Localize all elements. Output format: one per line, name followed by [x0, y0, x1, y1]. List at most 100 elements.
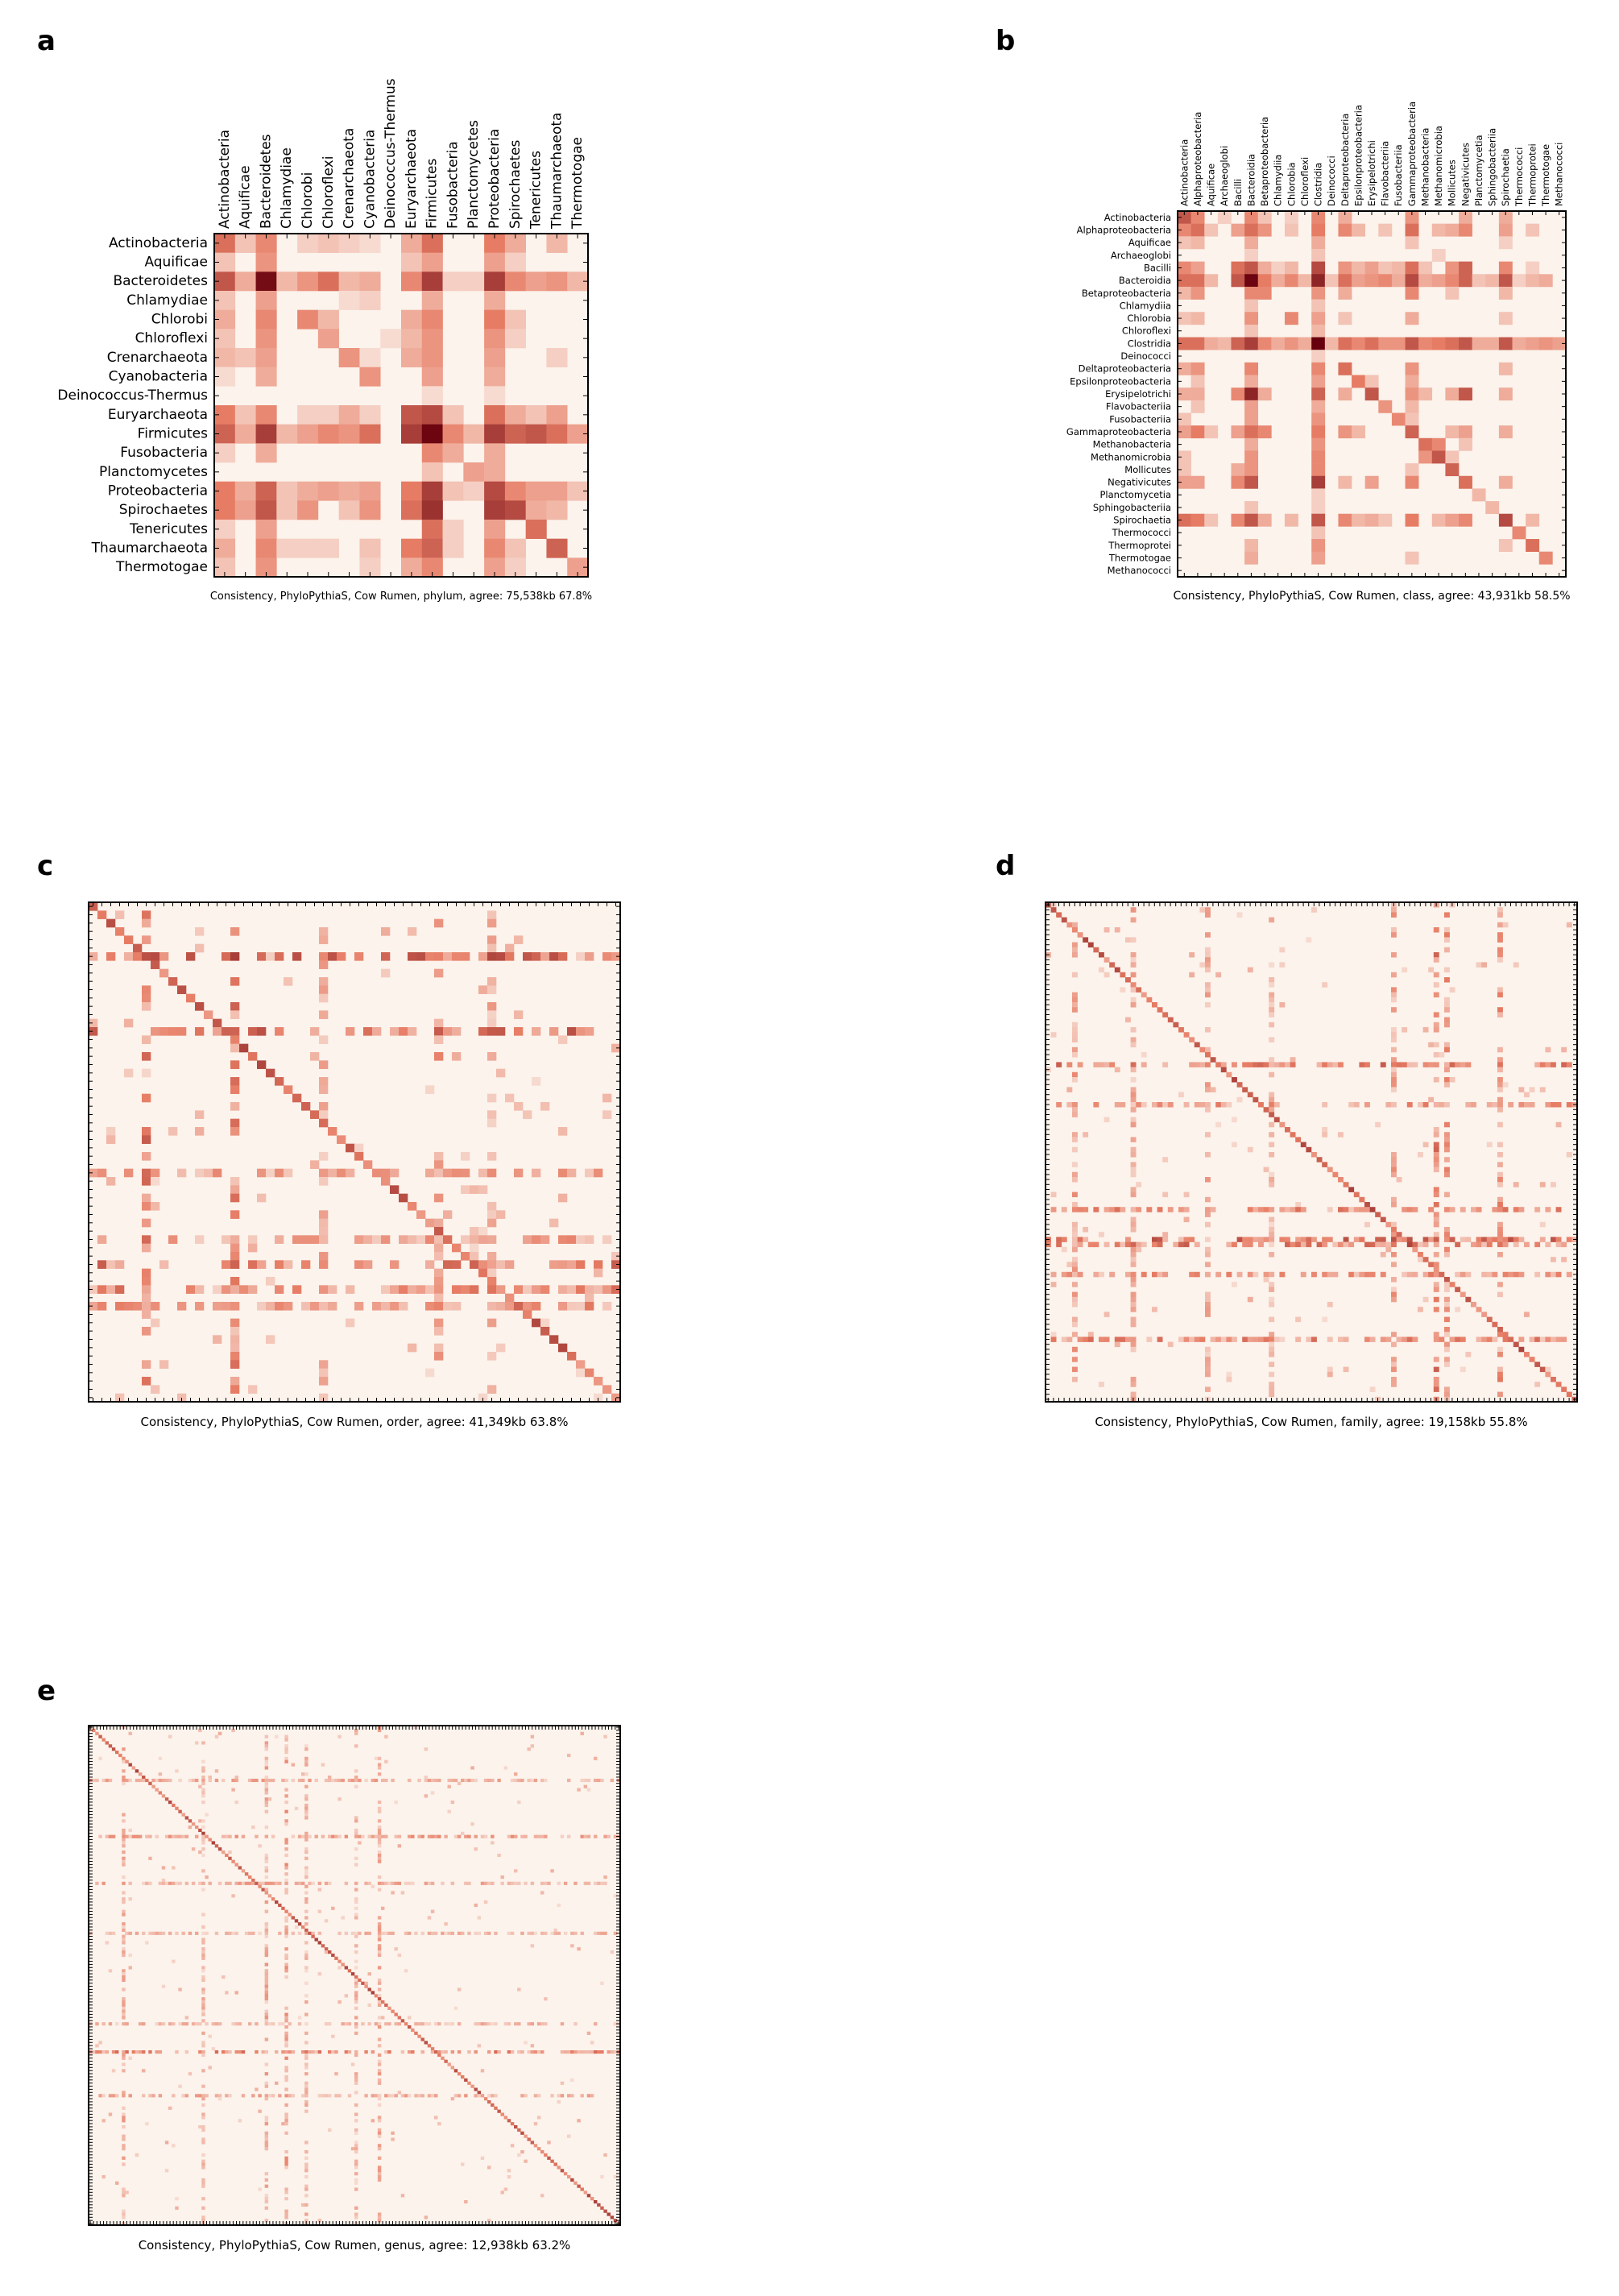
heatmap-cell: [158, 1778, 163, 1783]
heatmap-cell: [400, 1891, 405, 1895]
heatmap-cell: [494, 2106, 498, 2110]
heatmap-cell: [470, 1822, 474, 1826]
heatmap-cell: [122, 1969, 126, 1973]
heatmap-cell: [284, 1919, 288, 1923]
heatmap-cell: [314, 1938, 318, 1942]
heatmap-cell: [354, 1834, 358, 1838]
heatmap-cell: [264, 1766, 269, 1770]
heatmap-cell: [1444, 1237, 1450, 1242]
heatmap-cell: [222, 1260, 231, 1269]
heatmap-cell: [354, 2091, 358, 2095]
heatmap-cell: [1205, 947, 1211, 953]
heatmap-cell: [1471, 1302, 1476, 1308]
heatmap-cell: [477, 1916, 482, 1920]
heatmap-cell: [540, 1834, 544, 1838]
heatmap-cell: [524, 2041, 528, 2045]
heatmap-cell: [1130, 1246, 1137, 1253]
heatmap-cell: [1327, 1237, 1333, 1242]
heatmap-cell: [421, 252, 443, 272]
heatmap-cell: [108, 1744, 113, 1748]
x-tick-label: Betaproteobacteria: [1259, 117, 1270, 206]
heatmap-cell: [1539, 1337, 1546, 1342]
heatmap-cell: [101, 2050, 106, 2054]
heatmap-cell: [1444, 1017, 1450, 1023]
heatmap-cell: [217, 2097, 222, 2101]
heatmap-cell: [1422, 1257, 1429, 1262]
heatmap-cell: [576, 1285, 586, 1294]
heatmap-cell: [151, 1778, 155, 1783]
heatmap-cell: [514, 1302, 524, 1311]
heatmap-cell: [381, 1235, 391, 1244]
heatmap-cell: [1215, 972, 1222, 978]
heatmap-cell: [576, 1368, 586, 1378]
heatmap-cell: [142, 1193, 151, 1203]
heatmap-cell: [1311, 400, 1326, 413]
heatmap-cell: [135, 1769, 139, 1773]
heatmap-cell: [1508, 1337, 1514, 1342]
heatmap-cell: [613, 2219, 618, 2223]
heatmap-cell: [301, 1834, 305, 1838]
heatmap-cell: [122, 2134, 126, 2138]
heatmap-cell: [567, 557, 589, 578]
heatmap-cell: [1130, 1162, 1137, 1167]
heatmap-cell: [1338, 1207, 1344, 1212]
heatmap-cell: [304, 2022, 308, 2026]
heatmap-cell: [304, 1794, 308, 1798]
heatmap-cell: [474, 2022, 478, 2026]
heatmap-cell: [1269, 1171, 1275, 1178]
heatmap-cell: [106, 1177, 116, 1186]
heatmap-cell: [128, 2056, 132, 2060]
heatmap-cell: [1481, 1312, 1488, 1317]
heatmap-cell: [284, 2119, 288, 2123]
heatmap-cell: [101, 2119, 106, 2123]
heatmap-cell: [1497, 1162, 1503, 1167]
heatmap-cell: [1231, 425, 1245, 439]
heatmap-cell: [1534, 1207, 1541, 1212]
heatmap-cell: [142, 1360, 151, 1369]
heatmap-cell: [359, 405, 381, 425]
heatmap-cell: [201, 1991, 205, 1995]
heatmap-cell: [122, 2162, 126, 2166]
heatmap-cell: [424, 1881, 429, 1885]
heatmap-cell: [151, 952, 160, 961]
heatmap-cell: [264, 1975, 269, 1979]
heatmap-cell: [1273, 1117, 1280, 1123]
heatmap-cell: [1178, 1092, 1184, 1098]
heatmap-cell: [487, 1093, 497, 1103]
heatmap-cell: [317, 1931, 322, 1935]
heatmap-cell: [264, 2022, 269, 2026]
heatmap-cell: [115, 1285, 125, 1294]
heatmap-cell: [1190, 337, 1205, 350]
heatmap-cell: [441, 1881, 445, 1885]
heatmap-cell: [284, 1962, 288, 1967]
heatmap-cell: [1375, 1121, 1381, 1128]
heatmap-cell: [557, 1903, 561, 1908]
heatmap-cell: [142, 1218, 151, 1228]
heatmap-cell: [1162, 1102, 1169, 1108]
heatmap-cell: [1444, 997, 1450, 1003]
heatmap-cell: [344, 1881, 349, 1885]
heatmap-cell: [408, 2050, 412, 2054]
heatmap-cell: [1343, 1337, 1349, 1342]
heatmap-cell: [195, 1826, 199, 1830]
heatmap-cell: [284, 1822, 288, 1826]
heatmap-cell: [291, 2050, 296, 2054]
heatmap-cell: [1072, 1207, 1078, 1212]
heatmap-cell: [186, 993, 196, 1003]
heatmap-cell: [1244, 286, 1259, 300]
heatmap-cell: [1396, 1177, 1402, 1183]
heatmap-cell: [427, 2022, 432, 2026]
heatmap-cell: [1551, 1257, 1556, 1262]
heatmap-cell: [1247, 967, 1253, 973]
heatmap-cell: [264, 2137, 269, 2141]
heatmap-cell: [1178, 274, 1191, 288]
heatmap-cell: [384, 2022, 388, 2026]
heatmap-cell: [377, 1853, 382, 1858]
heatmap-cell: [319, 935, 329, 944]
heatmap-cell: [201, 2000, 205, 2004]
heatmap-cell: [450, 1931, 455, 1935]
heatmap-cell: [420, 1931, 424, 1935]
heatmap-cell: [122, 1856, 126, 1860]
heatmap-cell: [1050, 1332, 1057, 1337]
heatmap-cell: [128, 1931, 132, 1935]
